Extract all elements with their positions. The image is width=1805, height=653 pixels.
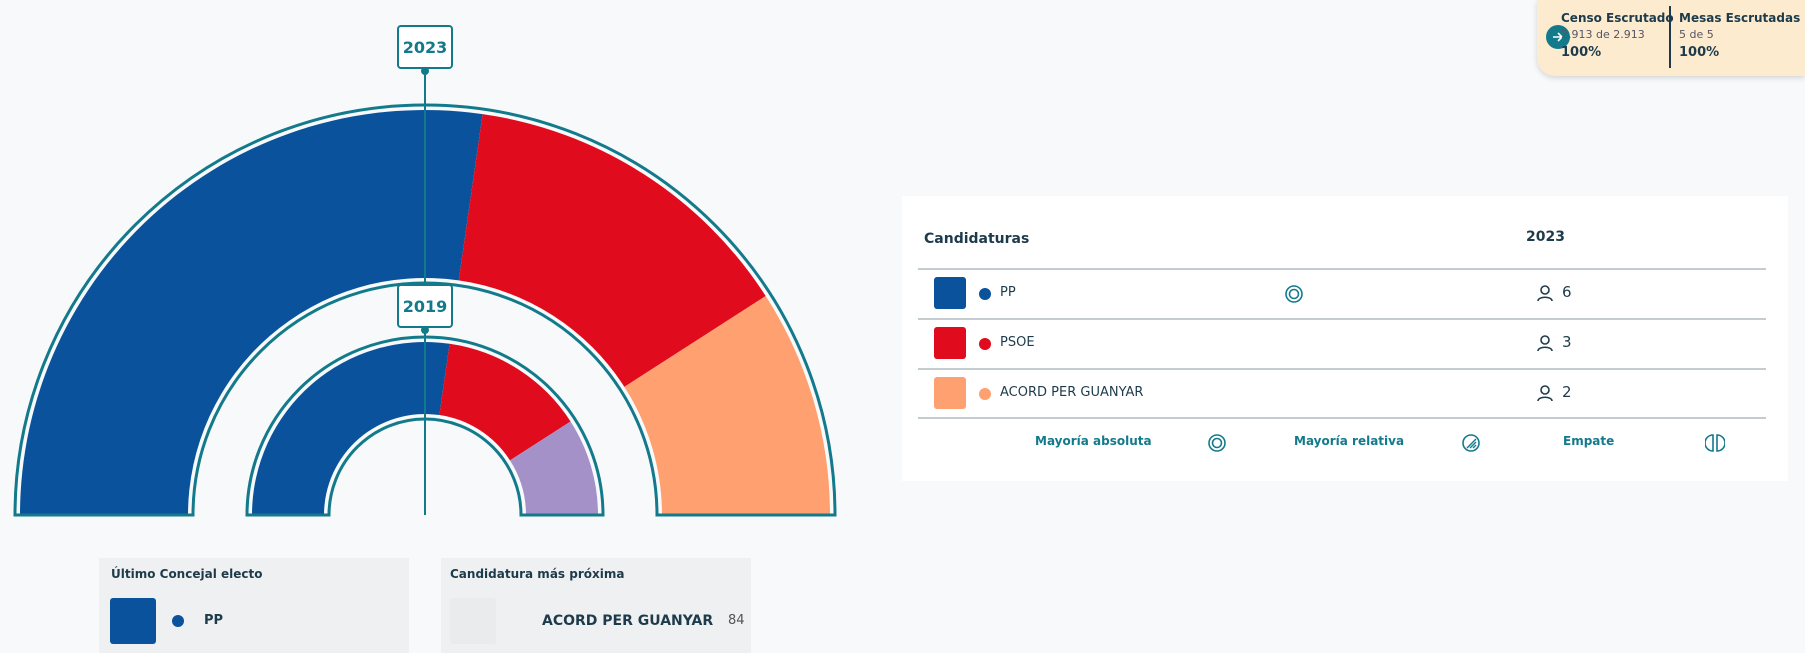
seat-icon [1536,284,1554,306]
party-dot [979,338,991,350]
header-year: 2023 [1526,229,1565,245]
seat-count: 6 [1562,283,1572,301]
chart: 2023 2019 [13,25,837,517]
seat-segment[interactable] [20,109,483,515]
party-dot [979,288,991,300]
tables-pct: 100% [1679,45,1720,60]
party-logo [110,598,156,644]
legend-label: Mayoría relativa [1294,434,1405,448]
seat-icon [1536,384,1554,406]
party-name: ACORD PER GUANYAR [1000,385,1144,400]
seat-icon [1536,334,1554,356]
party-dot [979,388,991,400]
seat-segment[interactable] [439,343,571,461]
seat-segment[interactable] [624,296,830,515]
party-logo [450,598,496,644]
legend-label: Mayoría absoluta [1035,434,1152,448]
tables-count: 5 de 5 [1679,28,1714,41]
majority-icon [1284,284,1304,308]
seat-segment[interactable] [252,342,450,515]
seat-count: 3 [1562,333,1572,351]
relative-icon [1462,434,1480,452]
card-title: Último Concejal electo [111,567,263,581]
arrow-icon[interactable] [1545,24,1571,50]
last-elected-card: Último Concejal electo PP [99,558,409,653]
party-logo [934,277,966,309]
year-badge: 2019 [397,284,453,334]
absolute-icon [1208,434,1226,452]
party-logo [934,377,966,409]
party-name: PP [1000,285,1016,300]
census-count: 2.913 de 2.913 [1561,28,1645,41]
seat-count: 2 [1562,383,1572,401]
year-badge: 2023 [397,25,453,75]
tables-label: Mesas Escrutadas [1679,11,1801,25]
closest-card: Candidatura más próxima ACORD PER GUANYA… [441,558,751,653]
ring-outline [13,103,837,517]
party-name: PP [204,613,224,628]
table-row: PP 6 [918,268,1766,320]
census-label: Censo Escrutado [1561,11,1674,25]
seat-segment[interactable] [509,421,598,515]
party-name: ACORD PER GUANYAR [542,613,714,629]
tie-icon [1705,434,1725,452]
table-row: ACORD PER GUANYAR 2 [918,368,1766,420]
votes: 84 [728,613,745,628]
scrutiny-box: Censo Escrutado 2.913 de 2.913 100% Mesa… [1537,0,1805,76]
card-title: Candidatura más próxima [450,567,625,581]
party-logo [934,327,966,359]
year-label: 2023 [403,38,448,57]
year-label: 2019 [403,297,448,316]
ring-outline [245,335,605,517]
results-table: Candidaturas 2023 PP 6 PSOE 3 ACORD PER GUAN… [902,196,1788,481]
legend-label: Empate [1563,434,1615,448]
party-name: PSOE [1000,335,1035,350]
seat-segment[interactable] [458,114,766,387]
table-row: PSOE 3 [918,318,1766,370]
header-name: Candidaturas [924,231,1030,247]
party-dot [172,615,184,627]
census-pct: 100% [1561,45,1602,60]
